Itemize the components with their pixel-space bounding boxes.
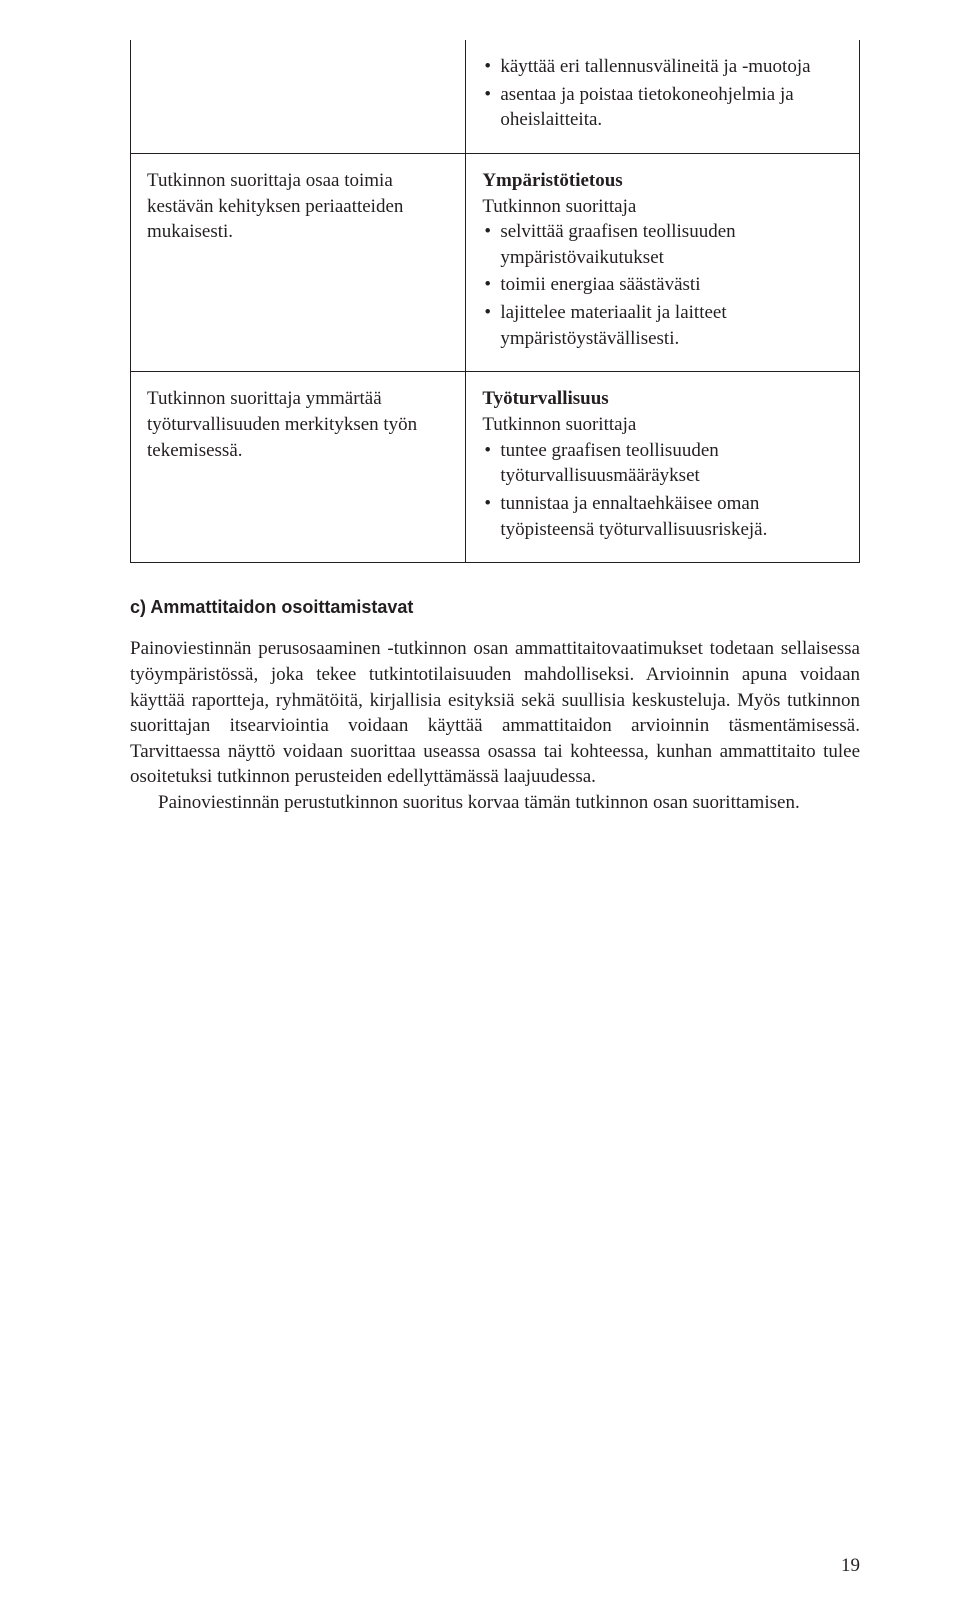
section-heading: c) Ammattitaidon osoittamistavat bbox=[130, 597, 860, 618]
bullet-list: tuntee graafisen teollisuuden työturvall… bbox=[482, 438, 843, 543]
table-cell-left bbox=[131, 40, 466, 153]
criteria-table: käyttää eri tallennusvälineitä ja -muoto… bbox=[130, 40, 860, 563]
cell-lead: Tutkinnon suorittaja bbox=[482, 194, 843, 220]
table-cell-right: Ympäristötietous Tutkinnon suorittaja se… bbox=[466, 153, 860, 371]
cell-heading: Työturvallisuus bbox=[482, 386, 843, 412]
body-paragraph: Painoviestinnän perustutkinnon suoritus … bbox=[130, 790, 860, 816]
cell-lead: Tutkinnon suorittaja bbox=[482, 412, 843, 438]
table-row: käyttää eri tallennusvälineitä ja -muoto… bbox=[131, 40, 860, 153]
table-cell-right: käyttää eri tallennusvälineitä ja -muoto… bbox=[466, 40, 860, 153]
cell-heading: Ympäristötietous bbox=[482, 168, 843, 194]
bullet-item: käyttää eri tallennusvälineitä ja -muoto… bbox=[482, 54, 843, 80]
bullet-list: käyttää eri tallennusvälineitä ja -muoto… bbox=[482, 54, 843, 133]
bullet-list: selvittää graafisen teollisuuden ympäris… bbox=[482, 219, 843, 351]
table-cell-right: Työturvallisuus Tutkinnon suorittaja tun… bbox=[466, 372, 860, 563]
table-cell-left: Tutkinnon suorittaja osaa toimia kestävä… bbox=[131, 153, 466, 371]
bullet-item: tunnistaa ja ennaltaehkäisee oman työpis… bbox=[482, 491, 843, 542]
bullet-item: tuntee graafisen teollisuuden työturvall… bbox=[482, 438, 843, 489]
table-cell-left: Tutkinnon suorittaja ymmärtää työturvall… bbox=[131, 372, 466, 563]
bullet-item: selvittää graafisen teollisuuden ympäris… bbox=[482, 219, 843, 270]
table-row: Tutkinnon suorittaja ymmärtää työturvall… bbox=[131, 372, 860, 563]
table-row: Tutkinnon suorittaja osaa toimia kestävä… bbox=[131, 153, 860, 371]
body-paragraph: Painoviestinnän perusosaaminen -tutkinno… bbox=[130, 636, 860, 790]
bullet-item: toimii energiaa säästävästi bbox=[482, 272, 843, 298]
page-number: 19 bbox=[841, 1555, 860, 1577]
bullet-item: asentaa ja poistaa tietokoneohjelmia ja … bbox=[482, 82, 843, 133]
bullet-item: lajittelee materiaalit ja laitteet ympär… bbox=[482, 300, 843, 351]
